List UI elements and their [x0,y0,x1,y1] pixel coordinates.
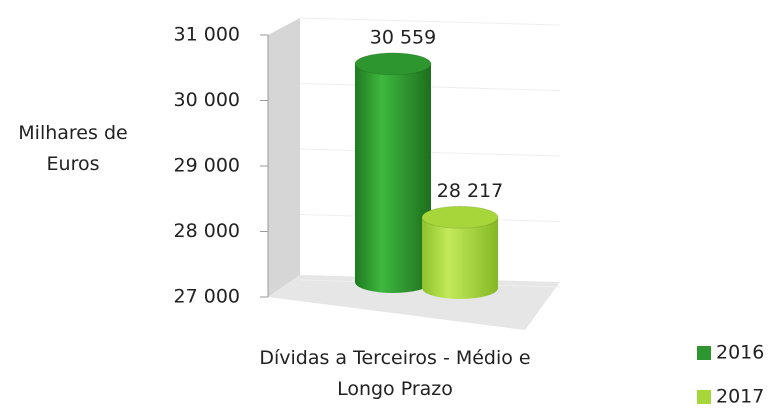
y-tick-label: 27 000 [174,286,240,308]
legend-swatch [697,346,711,360]
value-label: 28 217 [437,180,503,202]
cylinder-top [421,205,499,229]
legend-label: 2016 [716,342,764,364]
grid-line [299,17,561,26]
category-label: Dívidas a Terceiros - Médio e Longo Praz… [259,347,531,400]
value-label: 30 559 [370,26,436,48]
y-axis-label: Milhares de Euros [18,122,128,175]
y-tick-label: 29 000 [174,155,240,177]
y-tick-label: 30 000 [174,89,240,111]
legend-swatch [697,390,711,404]
cylinder [354,52,432,294]
y-tick-label: 28 000 [174,220,240,242]
legend-label: 2017 [716,386,764,408]
cylinder-top [354,52,432,76]
y-tick-label: 31 000 [174,24,240,46]
cylinder-body [422,217,498,299]
cylinder-body [355,63,431,294]
cylinder [421,205,499,299]
side-wall [268,18,300,297]
